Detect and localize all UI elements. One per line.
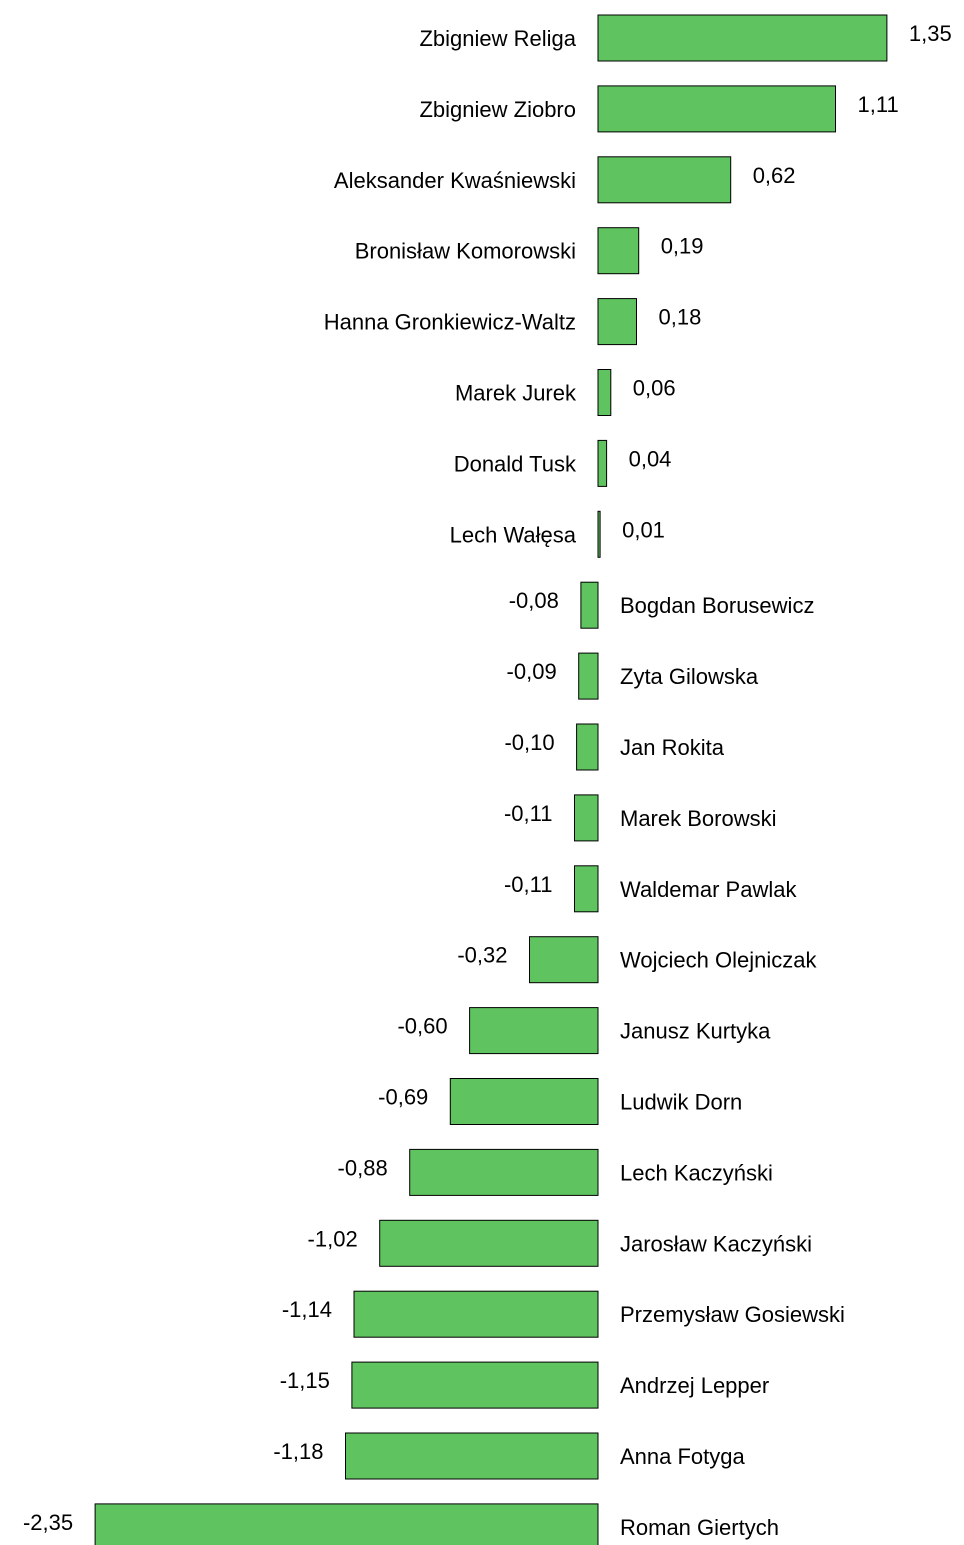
value-label: -0,32	[457, 943, 507, 968]
bar	[574, 794, 599, 842]
category-label: Marek Jurek	[455, 381, 577, 406]
value-label: -0,11	[504, 801, 553, 826]
bar	[353, 1290, 599, 1338]
bar	[578, 652, 599, 700]
category-label: Andrzej Lepper	[620, 1373, 769, 1398]
value-label: -0,08	[509, 588, 559, 613]
bar	[597, 85, 836, 133]
value-label: -1,18	[273, 1439, 323, 1464]
category-label: Lech Kaczyński	[620, 1160, 773, 1185]
labels-group: Zbigniew Religa 1,35 Zbigniew Ziobro 1,11 Al…	[23, 21, 952, 1540]
bar	[529, 936, 599, 984]
bar	[449, 1078, 599, 1125]
category-label: Lech Wałęsa	[450, 522, 577, 547]
bars-group	[94, 14, 888, 1545]
category-label: Janusz Kurtyka	[620, 1019, 771, 1044]
category-label: Zyta Gilowska	[620, 664, 759, 689]
category-label: Bogdan Borusewicz	[620, 593, 814, 618]
value-label: 0,19	[661, 234, 704, 259]
bar	[469, 1007, 599, 1055]
bar	[597, 156, 732, 204]
bar	[597, 369, 612, 416]
bar	[597, 298, 637, 346]
bar	[597, 439, 608, 487]
category-label: Jarosław Kaczyński	[620, 1231, 812, 1256]
category-label: Jan Rokita	[620, 735, 725, 760]
category-label: Wojciech Olejniczak	[620, 948, 817, 973]
category-label: Anna Fotyga	[620, 1444, 746, 1469]
category-label: Aleksander Kwaśniewski	[334, 168, 576, 193]
bar	[574, 865, 599, 913]
value-label: 0,04	[629, 446, 672, 471]
value-label: -0,60	[397, 1014, 447, 1039]
bar	[345, 1432, 599, 1480]
value-label: -1,15	[280, 1368, 330, 1393]
category-label: Zbigniew Religa	[419, 26, 576, 51]
category-label: Marek Borowski	[620, 806, 776, 831]
category-label: Ludwik Dorn	[620, 1090, 742, 1115]
value-label: -0,10	[504, 730, 554, 755]
value-label: 0,06	[633, 376, 676, 401]
value-label: -1,14	[282, 1297, 332, 1322]
value-label: -0,09	[507, 659, 557, 684]
value-label: -0,88	[338, 1155, 388, 1180]
bar	[580, 581, 599, 629]
value-label: 1,11	[858, 92, 899, 117]
bar	[597, 227, 640, 275]
category-label: Roman Giertych	[620, 1515, 779, 1540]
bar	[94, 1503, 599, 1545]
value-label: -1,02	[308, 1226, 358, 1251]
category-label: Waldemar Pawlak	[620, 877, 797, 902]
value-label: 0,62	[753, 163, 796, 188]
value-label: 0,18	[659, 305, 702, 330]
value-label: -2,35	[23, 1510, 73, 1535]
bar	[351, 1361, 599, 1409]
category-label: Hanna Gronkiewicz-Waltz	[324, 310, 576, 335]
category-label: Bronisław Komorowski	[355, 239, 576, 264]
category-label: Zbigniew Ziobro	[419, 97, 576, 122]
value-label: -0,11	[504, 872, 553, 897]
category-label: Donald Tusk	[454, 451, 577, 476]
value-label: 0,01	[622, 517, 665, 542]
category-label: Przemysław Gosiewski	[620, 1302, 845, 1327]
bar	[576, 723, 599, 771]
bar	[379, 1219, 599, 1267]
bar	[409, 1148, 599, 1196]
bar	[597, 510, 601, 558]
bar	[597, 14, 888, 62]
value-label: -0,69	[378, 1085, 428, 1110]
value-label: 1,35	[909, 21, 952, 46]
